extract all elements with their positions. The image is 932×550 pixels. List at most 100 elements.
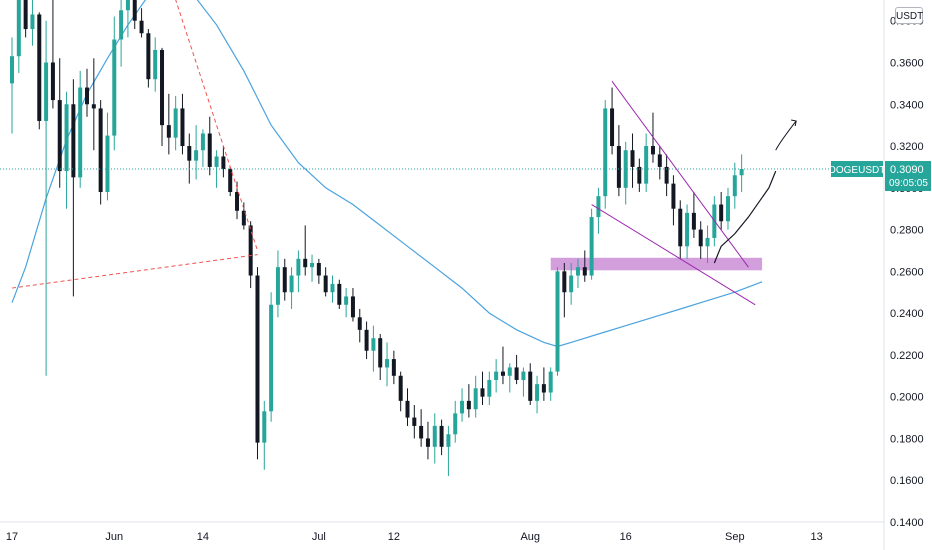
candle[interactable] <box>739 154 744 192</box>
candle[interactable] <box>64 91 69 209</box>
candle[interactable] <box>630 133 635 188</box>
candle[interactable] <box>514 354 519 385</box>
candle[interactable] <box>146 29 151 88</box>
candle[interactable] <box>541 367 546 401</box>
trend-line[interactable] <box>11 254 258 289</box>
candle[interactable] <box>610 87 615 155</box>
candle[interactable] <box>153 37 158 92</box>
candle[interactable] <box>275 250 280 318</box>
candle[interactable] <box>562 263 567 318</box>
candle[interactable] <box>228 166 233 197</box>
candle[interactable] <box>37 12 42 130</box>
candle[interactable] <box>705 225 710 263</box>
candle[interactable] <box>180 93 185 155</box>
candle[interactable] <box>364 321 369 360</box>
candle[interactable] <box>50 0 55 109</box>
candle[interactable] <box>357 308 362 343</box>
candle[interactable] <box>473 375 478 418</box>
candle[interactable] <box>446 425 451 477</box>
candle[interactable] <box>221 146 226 178</box>
candle[interactable] <box>91 58 96 151</box>
candle[interactable] <box>603 100 608 209</box>
candle[interactable] <box>173 95 178 151</box>
trend-line[interactable] <box>591 204 756 306</box>
candle[interactable] <box>439 419 444 456</box>
candle[interactable] <box>269 292 274 422</box>
candle[interactable] <box>460 388 465 422</box>
candle[interactable] <box>698 221 703 259</box>
candle[interactable] <box>166 93 171 155</box>
candle[interactable] <box>303 225 308 276</box>
candle[interactable] <box>57 58 62 188</box>
plot-area[interactable] <box>0 0 884 477</box>
candle[interactable] <box>194 125 199 180</box>
candle[interactable] <box>637 158 642 192</box>
candle[interactable] <box>575 258 580 289</box>
candle[interactable] <box>85 68 90 117</box>
candle[interactable] <box>432 413 437 464</box>
candle[interactable] <box>453 400 458 443</box>
candle[interactable] <box>139 8 144 38</box>
candle[interactable] <box>16 0 21 73</box>
candle[interactable] <box>419 409 424 447</box>
candle[interactable] <box>596 187 601 234</box>
candle[interactable] <box>378 334 383 380</box>
candle[interactable] <box>316 258 321 284</box>
candle[interactable] <box>310 254 315 282</box>
candle[interactable] <box>412 405 417 439</box>
candle[interactable] <box>98 100 103 205</box>
candle[interactable] <box>500 346 505 385</box>
candle[interactable] <box>337 279 342 309</box>
candle[interactable] <box>725 187 730 230</box>
candle[interactable] <box>125 0 130 38</box>
candle[interactable] <box>589 208 594 280</box>
candle[interactable] <box>657 146 662 180</box>
candle[interactable] <box>671 175 676 226</box>
candle[interactable] <box>350 288 355 322</box>
candle[interactable] <box>207 116 212 176</box>
candle[interactable] <box>616 125 621 197</box>
candle[interactable] <box>535 375 540 414</box>
candle[interactable] <box>582 250 587 282</box>
candle[interactable] <box>569 263 574 305</box>
candle[interactable] <box>289 267 294 309</box>
trend-line[interactable] <box>611 80 749 268</box>
candle[interactable] <box>398 371 403 412</box>
candle[interactable] <box>30 0 35 46</box>
candle[interactable] <box>371 325 376 372</box>
candle[interactable] <box>200 129 205 167</box>
candle[interactable] <box>466 384 471 418</box>
candle[interactable] <box>480 371 485 406</box>
candle[interactable] <box>548 367 553 401</box>
candle[interactable] <box>405 388 410 426</box>
candle[interactable] <box>323 267 328 297</box>
candle[interactable] <box>132 0 137 30</box>
candle[interactable] <box>248 221 253 289</box>
candle[interactable] <box>23 0 28 38</box>
candle[interactable] <box>330 275 335 303</box>
candle[interactable] <box>160 47 165 147</box>
candle[interactable] <box>521 367 526 397</box>
candle[interactable] <box>507 363 512 393</box>
candle[interactable] <box>385 342 390 387</box>
candle[interactable] <box>112 16 117 151</box>
candle[interactable] <box>685 204 690 259</box>
trend-line[interactable] <box>169 0 258 251</box>
candle[interactable] <box>105 112 110 201</box>
candle[interactable] <box>262 400 267 470</box>
candle[interactable] <box>391 350 396 385</box>
candle[interactable] <box>255 267 260 460</box>
candle[interactable] <box>71 79 76 297</box>
candle[interactable] <box>644 133 649 192</box>
candle[interactable] <box>487 371 492 406</box>
candle[interactable] <box>425 421 430 460</box>
candle[interactable] <box>10 37 14 134</box>
candle[interactable] <box>344 288 349 318</box>
candle[interactable] <box>732 162 737 209</box>
time-axis[interactable]: 17 Jun 14 Jul 12 Aug 16 Sep 13 <box>6 531 823 543</box>
candle[interactable] <box>719 191 724 230</box>
candle[interactable] <box>296 250 301 293</box>
candle[interactable] <box>78 70 83 188</box>
candle[interactable] <box>494 359 499 393</box>
candle[interactable] <box>555 267 560 376</box>
